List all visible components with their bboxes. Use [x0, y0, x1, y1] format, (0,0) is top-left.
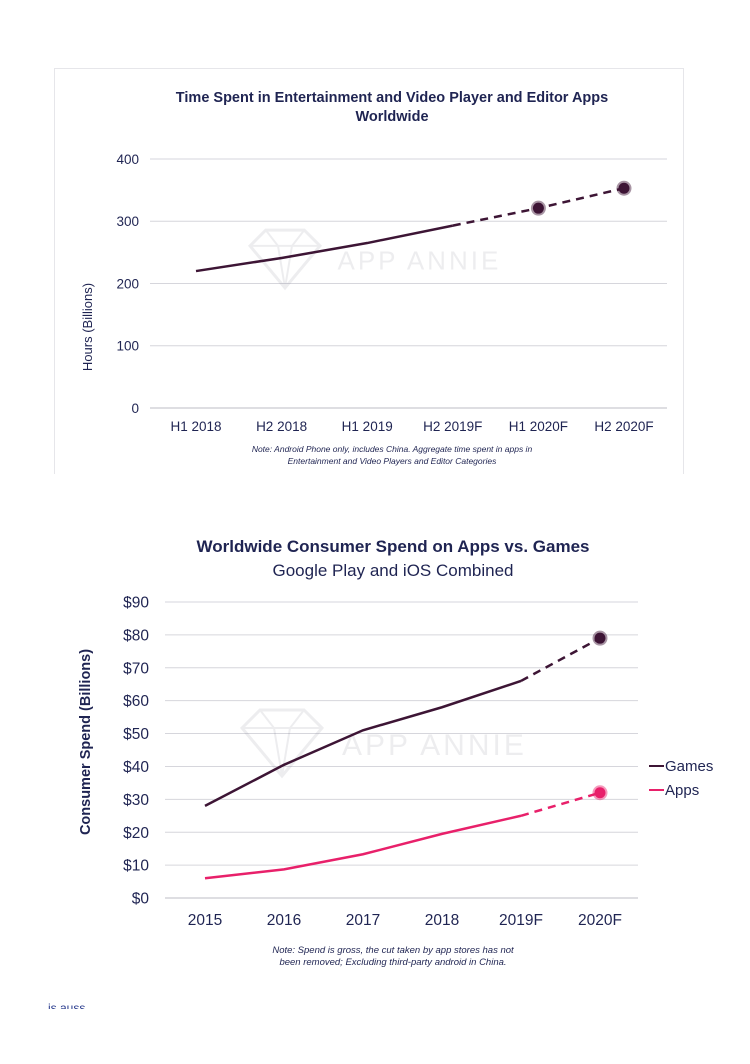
- legend-label: Apps: [665, 782, 699, 799]
- chart-note: Entertainment and Video Players and Edit…: [288, 456, 497, 466]
- x-tick-label: 2020F: [578, 912, 622, 929]
- series-forecast-point: [616, 180, 632, 196]
- x-tick-label: H2 2018: [256, 419, 307, 434]
- watermark-diamond-facet: [259, 709, 305, 777]
- apps-forecast-point: [592, 785, 608, 801]
- watermark-label: APP ANNIE: [338, 246, 502, 276]
- apps-forecast-line: [520, 791, 601, 817]
- consumer-spend-chart: Worldwide Consumer Spend on Apps vs. Gam…: [60, 525, 740, 985]
- chart-note: been removed; Excluding third-party andr…: [279, 957, 506, 968]
- y-axis-label: Consumer Spend (Billions): [78, 649, 94, 835]
- time-spent-chart-svg: Time Spent in Entertainment and Video Pl…: [80, 90, 667, 466]
- y-tick-label: $90: [123, 595, 149, 612]
- games-forecast-line: [520, 637, 601, 683]
- x-tick-label: 2015: [188, 912, 222, 929]
- x-tick-label: H1 2020F: [509, 419, 568, 434]
- x-tick-label: H2 2020F: [594, 419, 653, 434]
- games-line: [204, 679, 522, 808]
- y-tick-label: 200: [116, 276, 139, 291]
- watermark: APP ANNIE: [247, 228, 502, 291]
- consumer-spend-chart-svg: Worldwide Consumer Spend on Apps vs. Gam…: [78, 537, 713, 968]
- series-line: [195, 224, 454, 273]
- x-tick-label: H1 2019: [342, 419, 393, 434]
- y-tick-label: $0: [132, 891, 150, 908]
- x-tick-label: 2017: [346, 912, 380, 929]
- x-tick-label: 2018: [425, 912, 459, 929]
- chart-subtitle: Google Play and iOS Combined: [273, 561, 514, 580]
- y-tick-label: $70: [123, 660, 149, 677]
- legend-label: Games: [665, 758, 713, 775]
- y-tick-label: 100: [116, 339, 139, 354]
- apps-line: [204, 814, 522, 880]
- chart-note: Note: Android Phone only, includes China…: [252, 444, 533, 454]
- series-forecast-point: [530, 200, 546, 216]
- y-tick-label: $10: [123, 858, 149, 875]
- watermark: APP ANNIE: [239, 708, 527, 779]
- y-tick-label: $20: [123, 825, 149, 842]
- y-tick-label: $80: [123, 627, 149, 644]
- chart-title: Time Spent in Entertainment and Video Pl…: [176, 90, 608, 106]
- y-tick-label: $30: [123, 792, 149, 809]
- watermark-diamond-icon: [247, 228, 323, 291]
- time-spent-chart: Time Spent in Entertainment and Video Pl…: [54, 68, 684, 474]
- chart-note: Note: Spend is gross, the cut taken by a…: [272, 945, 514, 956]
- watermark-label: APP ANNIE: [342, 729, 527, 762]
- y-tick-label: 300: [116, 214, 139, 229]
- y-axis-label: Hours (Billions): [80, 283, 95, 371]
- cut-off-footer-text: is auss.: [48, 1001, 89, 1009]
- x-tick-label: H2 2019F: [423, 419, 482, 434]
- chart-title: Worldwide Consumer Spend on Apps vs. Gam…: [197, 537, 590, 556]
- games-forecast-point: [592, 630, 608, 646]
- y-tick-label: 0: [131, 401, 139, 416]
- watermark-diamond-facet: [264, 229, 306, 289]
- y-tick-label: 400: [116, 152, 139, 167]
- x-tick-label: 2016: [267, 912, 301, 929]
- y-tick-label: $60: [123, 693, 149, 710]
- y-tick-label: $50: [123, 726, 149, 743]
- x-tick-label: H1 2018: [170, 419, 221, 434]
- x-tick-label: 2019F: [499, 912, 543, 929]
- chart-subtitle: Worldwide: [355, 109, 428, 125]
- y-tick-label: $40: [123, 759, 149, 776]
